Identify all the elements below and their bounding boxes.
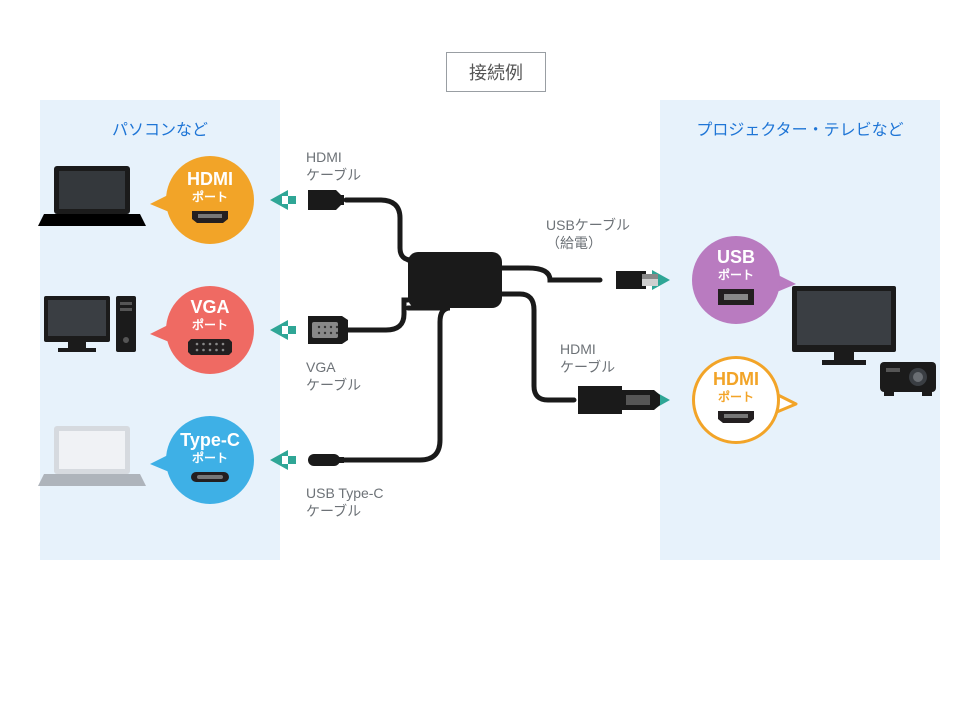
usb-port-badge: USB ポート bbox=[692, 236, 780, 324]
cable-label: HDMIケーブル bbox=[306, 148, 361, 184]
right-panel-title: プロジェクター・テレビなど bbox=[660, 116, 940, 140]
cable-label: VGAケーブル bbox=[306, 358, 361, 394]
port-name: HDMI bbox=[187, 170, 233, 189]
port-sub: ポート bbox=[192, 316, 228, 333]
port-sub: ポート bbox=[718, 266, 754, 283]
cable-label: USBケーブル（給電） bbox=[546, 216, 630, 252]
port-sub: ポート bbox=[192, 188, 228, 205]
port-name: USB bbox=[717, 248, 755, 267]
hdmi-port-badge: HDMI ポート bbox=[692, 356, 780, 444]
port-name: Type-C bbox=[180, 431, 240, 450]
port-name: VGA bbox=[190, 298, 229, 317]
cable-label: HDMIケーブル bbox=[560, 340, 615, 376]
cable-label: USB Type-Cケーブル bbox=[306, 484, 384, 520]
hub-device bbox=[408, 252, 502, 308]
port-sub: ポート bbox=[192, 449, 228, 466]
hdmi-port-badge: HDMI ポート bbox=[166, 156, 254, 244]
port-sub: ポート bbox=[718, 388, 754, 405]
left-panel-title: パソコンなど bbox=[40, 116, 280, 140]
diagram-stage: 接続例 パソコンなど プロジェクター・テレビなど HDMI bbox=[0, 0, 980, 701]
diagram-title: 接続例 bbox=[446, 52, 546, 92]
type-c-port-badge: Type-C ポート bbox=[166, 416, 254, 504]
vga-port-badge: VGA ポート bbox=[166, 286, 254, 374]
port-name: HDMI bbox=[713, 370, 759, 389]
right-panel bbox=[660, 100, 940, 560]
